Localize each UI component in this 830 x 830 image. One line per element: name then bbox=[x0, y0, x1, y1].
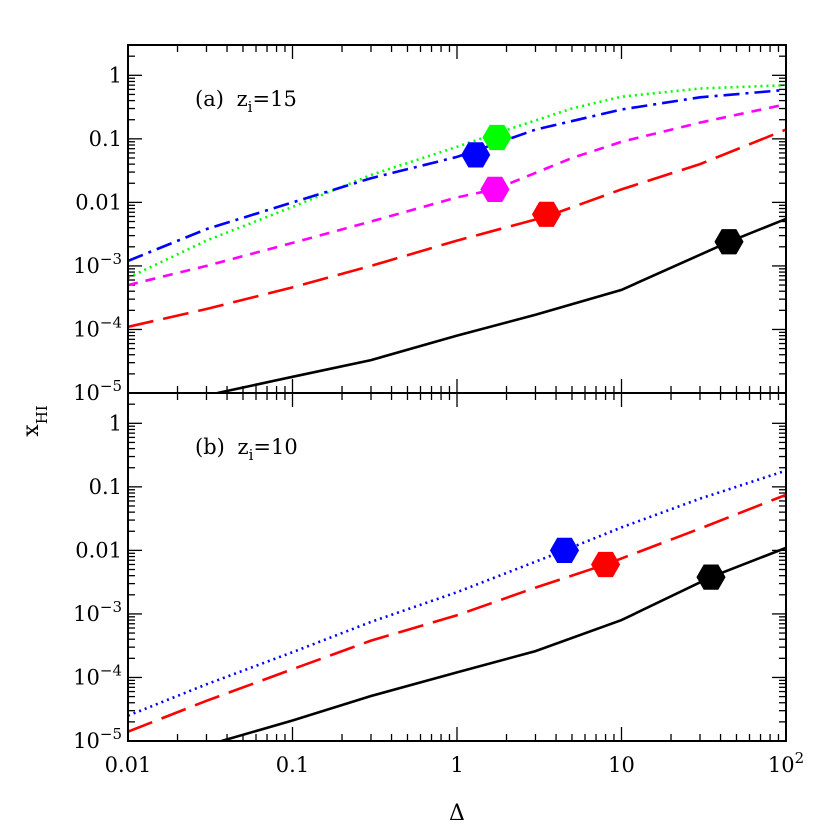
x-tick-label: 102 bbox=[768, 749, 804, 777]
y-tick-label: 0.01 bbox=[75, 190, 122, 214]
panel-b: 1 0.1 0.01 10−3 10−4 10−5 (b) zi=10 bbox=[73, 392, 787, 753]
panel-label: (a) zi=15 bbox=[195, 87, 297, 116]
svg-text:xHI: xHI bbox=[19, 405, 51, 437]
series-line bbox=[128, 83, 786, 279]
y-axis-label: xHI bbox=[19, 405, 51, 437]
x-tick-label: 10 bbox=[608, 753, 635, 777]
series-line bbox=[217, 217, 786, 393]
y-tick-label: 10−3 bbox=[73, 598, 122, 626]
x-axis-label: Δ bbox=[449, 801, 465, 826]
series-line bbox=[221, 546, 786, 741]
hexagon-marker bbox=[714, 229, 744, 255]
x-tick-label: 0.01 bbox=[105, 753, 152, 777]
y-tick-label: 0.01 bbox=[75, 538, 122, 562]
y-tick-label: 1 bbox=[109, 411, 122, 435]
series-line bbox=[128, 103, 786, 287]
series-line bbox=[128, 469, 786, 717]
hexagon-marker bbox=[482, 124, 512, 151]
y-tick-label: 10−4 bbox=[73, 661, 122, 689]
y-tick-label: 10−5 bbox=[73, 725, 122, 753]
series-line bbox=[128, 493, 786, 733]
panel-a: 1 0.1 0.01 10−3 10−4 10−5 (a) zi=15 bbox=[73, 44, 787, 405]
y-tick-label: 10−3 bbox=[73, 250, 122, 278]
panel-label: (b) zi=10 bbox=[195, 435, 298, 464]
y-tick-label: 1 bbox=[109, 63, 122, 87]
hexagon-marker bbox=[591, 551, 621, 578]
x-tick-label: 1 bbox=[450, 753, 463, 777]
hexagon-marker bbox=[461, 142, 491, 168]
y-tick-label: 10−5 bbox=[73, 377, 122, 405]
hexagon-marker bbox=[480, 176, 510, 202]
plot-frame bbox=[127, 392, 787, 742]
y-tick-label: 0.1 bbox=[89, 127, 122, 151]
y-tick-label: 10−4 bbox=[73, 313, 122, 341]
x-tick-label: 0.1 bbox=[276, 753, 309, 777]
series-line bbox=[128, 88, 786, 263]
hexagon-marker bbox=[531, 201, 562, 227]
y-tick-label: 0.1 bbox=[89, 475, 122, 499]
hexagon-marker bbox=[549, 537, 580, 563]
series-line bbox=[128, 128, 786, 329]
hexagon-marker bbox=[696, 564, 726, 590]
